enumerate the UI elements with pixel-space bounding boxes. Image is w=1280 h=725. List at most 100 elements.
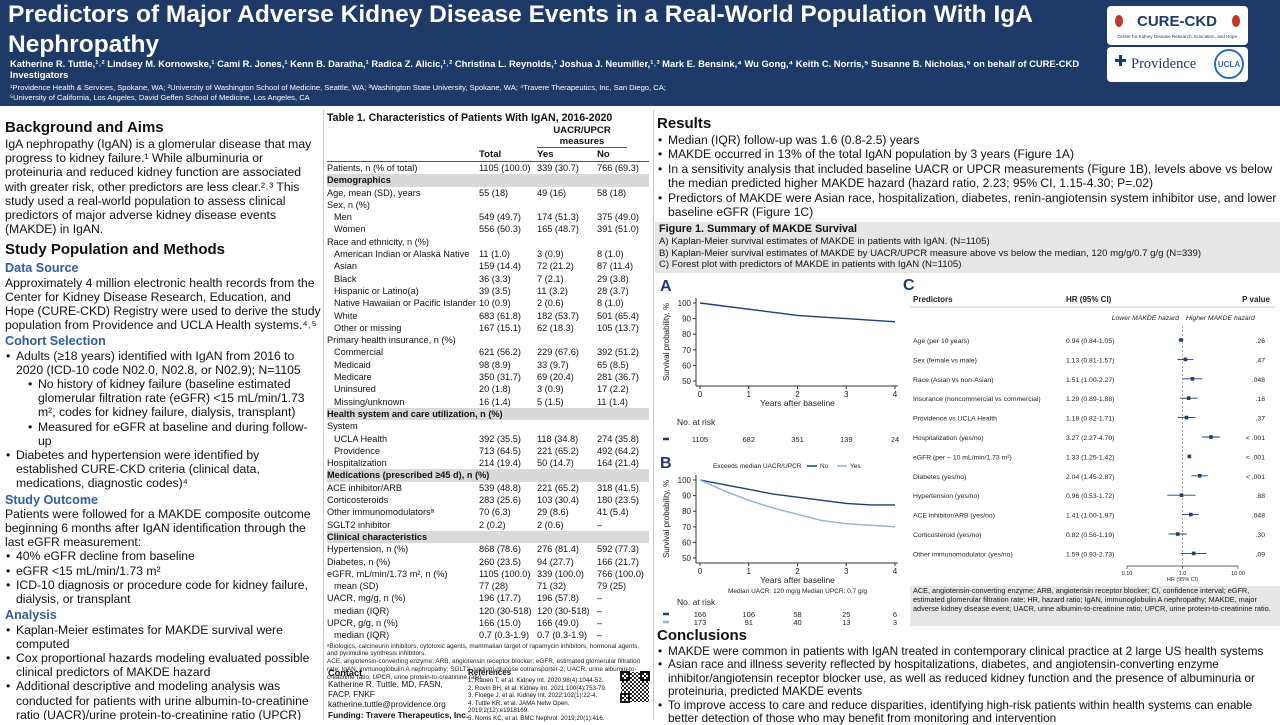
table-col-header <box>327 148 479 161</box>
predictor-label: Providence vs UCLA Health <box>913 416 997 423</box>
results: Results Median (IQR) follow-up was 1.6 (… <box>657 114 1277 219</box>
logo-cure: CURE-CKD <box>1137 13 1217 30</box>
at-risk-count: 351 <box>791 435 804 444</box>
table-cell: SGLT2 inhibitor <box>327 519 391 530</box>
table-cell: Sex, n (%) <box>327 199 370 210</box>
table-cell: ACE inhibitor/ARB <box>327 482 403 493</box>
table-footnote: ᵃBiologics, calcineurin inhibitors, cyto… <box>327 642 640 658</box>
p-value: < .001 <box>1246 435 1265 442</box>
table-cell: – <box>597 605 603 616</box>
reference: 3. Floege J, et al. Kidney Int. 2022;102… <box>468 692 598 700</box>
table-cell: 1105 (100.0) <box>479 163 531 173</box>
ucla-seal <box>1214 49 1244 79</box>
left-h2: Data Source <box>5 261 79 276</box>
left-column: Background and Aims IgA nephropathy (IgAN… <box>5 114 321 720</box>
figure-caption: A) Kaplan-Meier survival estimates of MA… <box>659 236 990 247</box>
table-row: Hypertension, n (%) 868 (78.6) 276 (81.4) 5… <box>327 543 649 555</box>
table-cell: 492 (64.2) <box>597 445 639 456</box>
table-cell: System <box>327 421 358 432</box>
results-bullet: Median (IQR) follow-up was 1.6 (0.8-2.5)… <box>657 133 1277 148</box>
affiliation: ⁵University of California, Los Angeles, … <box>10 93 310 102</box>
at-risk-count: 3 <box>893 618 897 627</box>
left-li: Cox proportional hazards modeling evalua… <box>5 651 321 679</box>
table-cell: 50 (14.7) <box>537 458 574 469</box>
table-cell: 70 (6.3) <box>479 507 511 518</box>
logos: CURE-CKD Center for Kidney Disease Resea… <box>1107 6 1248 82</box>
at-risk-count: 40 <box>793 618 801 627</box>
table-cell: 77 (28) <box>479 581 509 592</box>
table-row: Demographics <box>327 174 649 187</box>
table-cell: 11 (3.2) <box>537 285 568 296</box>
hr-text: 1.13 (0.81-1.57) <box>1066 357 1114 364</box>
table-row: Corticosteroids 283 (25.6) 103 (30.4) 180 (… <box>327 494 649 506</box>
table-cell: 375 (49.0) <box>597 212 639 223</box>
table-cell: 5 (1.5) <box>537 396 564 407</box>
reference: 4. Tuttle KR, et al. JAMA Netw Open. 201… <box>468 699 570 715</box>
table-cell: 276 (81.4) <box>537 544 579 555</box>
y-tick-label: 90 <box>682 315 691 324</box>
table-footnotes: ᵃBiologics, calcineurin inhibitors, cyto… <box>327 643 649 682</box>
table-col-header: No <box>597 149 610 160</box>
table-row: median (IQR) 120 (30-518) 120 (30-518) – <box>327 605 649 617</box>
contact-email: katherine.tuttle@providence.org <box>328 699 446 709</box>
col-header: P value <box>1242 295 1270 304</box>
p-value: .09 <box>1256 551 1266 558</box>
table-row: Providence 713 (64.5) 221 (65.2) 492 (64.2) <box>327 445 649 457</box>
at-risk-count: 166 <box>694 610 707 619</box>
conclusion-bullet: Asian race and illness severity reflecte… <box>657 658 1277 698</box>
qr-code <box>620 671 650 703</box>
table-cell: Uninsured <box>334 384 376 395</box>
p-value: .048 <box>1252 377 1265 384</box>
table-row: Other or missing 167 (15.1) 62 (18.3) 105 (… <box>327 322 649 334</box>
table-cell: 33 (9.7) <box>537 359 569 370</box>
y-tick-label: 70 <box>682 523 691 532</box>
table-cell: 20 (1.8) <box>479 384 511 395</box>
table-cell: 221 (65.2) <box>537 482 579 493</box>
table-cell: 29 (3.8) <box>597 273 629 284</box>
predictor-label: ACE inhibitor/ARB (yes/no) <box>913 513 995 520</box>
table-cell: 11 (1.0) <box>479 249 510 260</box>
figure-header: Figure 1. Summary of MAKDE Survival A) K… <box>655 222 1280 273</box>
y-tick-label: 60 <box>682 361 691 370</box>
table-cell: 165 (48.7) <box>537 224 579 235</box>
table-cell: 69 (20.4) <box>537 372 574 383</box>
table-cell: 62 (18.3) <box>537 322 574 333</box>
table-cell: UACR, mg/g, n (%) <box>327 593 406 604</box>
table-cell: 281 (36.7) <box>597 372 639 383</box>
hr-marker <box>1190 377 1195 381</box>
table-cell: 79 (25) <box>597 581 627 592</box>
at-risk-count: 173 <box>694 618 707 627</box>
table-row: Health system and care utilization, n (%… <box>327 407 649 421</box>
left-li: Diabetes and hypertension were identifie… <box>5 448 321 491</box>
table-cell: UPCR, g/g, n (%) <box>327 617 398 628</box>
p-value: .048 <box>1252 513 1265 520</box>
table-cell: 94 (27.7) <box>537 556 574 567</box>
table-cell: Diabetes, n (%) <box>327 556 391 567</box>
table-row: Commercial 621 (56.2) 229 (67.6) 392 (51.2) <box>327 346 649 358</box>
table-cell: 260 (23.5) <box>479 556 521 567</box>
at-risk-label: No. at risk <box>677 417 716 427</box>
predictor-label: Diabetes (yes/no) <box>913 474 966 481</box>
at-risk-count: 25 <box>842 610 850 619</box>
column-divider <box>323 110 324 720</box>
p-value: .30 <box>1256 532 1266 539</box>
table-row: Native Hawaiian or Pacific Islander 10 (0… <box>327 297 649 309</box>
figure-title: Figure 1. Summary of MAKDE Survival <box>659 223 857 235</box>
table-cell: 103 (30.4) <box>537 495 579 506</box>
table-cell: 36 (3.3) <box>479 273 511 284</box>
x-tick-label: 0 <box>698 567 703 576</box>
predictor-label: Race (Asian vs non-Asian) <box>913 377 993 384</box>
table-cell: Native Hawaiian or Pacific Islander <box>334 298 476 309</box>
table-cell: UCLA Health <box>334 433 388 444</box>
qr-finder <box>620 693 630 703</box>
table-cell: 2 (0.6) <box>537 298 564 309</box>
hr-text: 0.96 (0.53-1.72) <box>1066 493 1114 500</box>
table-cell: 39 (3.5) <box>479 285 511 296</box>
direction-label: Lower MAKDE hazard <box>1112 315 1179 322</box>
table-header-row: Total Yes No <box>327 148 649 161</box>
table-cell: 7 (2.1) <box>537 273 564 284</box>
table-cell: 166 (21.7) <box>597 556 639 567</box>
table-cell: 164 (21.4) <box>597 458 639 469</box>
at-risk-count: 91 <box>745 618 753 627</box>
